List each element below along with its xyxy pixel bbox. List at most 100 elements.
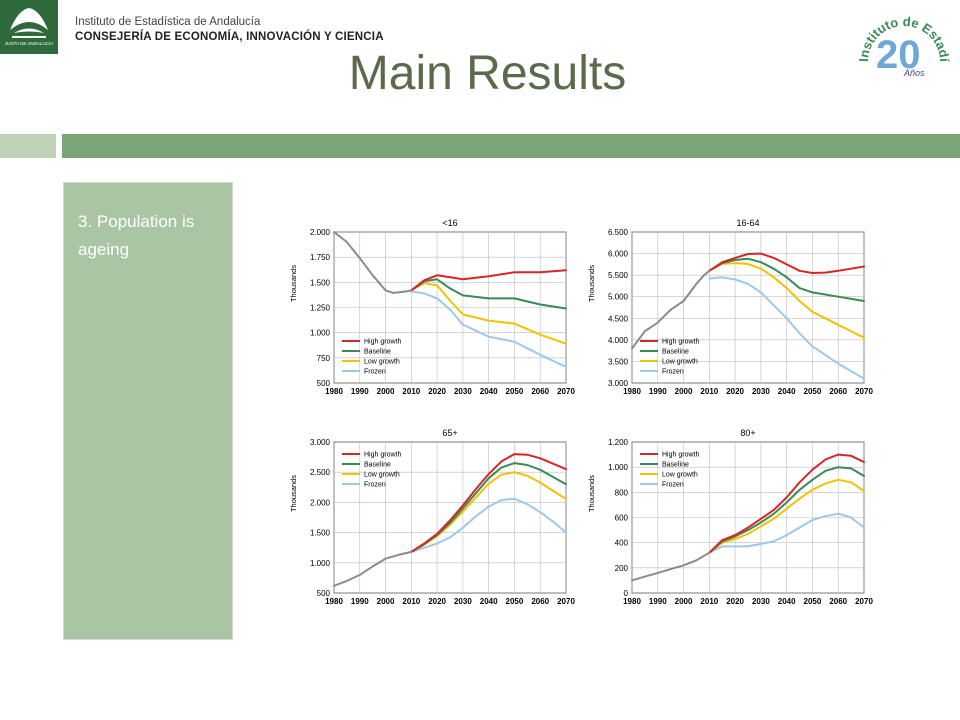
x-tick-label: 2050 <box>804 597 822 606</box>
legend: High growth Baseline Low growth Frozen <box>342 339 401 376</box>
x-tick-label: 2020 <box>726 387 744 396</box>
series-line-baseline <box>708 257 865 302</box>
x-tick-label: 2050 <box>506 387 524 396</box>
series-line-high <box>410 269 567 292</box>
y-axis-label: Thousands <box>289 265 298 302</box>
ieca-20-years-logo: Instituto de Estadística de Andalucía 20… <box>847 0 954 100</box>
chart-panel-3: 500 1.000 1.500 2.000 2.500 3.000 1980 1990 2000… <box>289 428 575 606</box>
y-tick-label: 1.000 <box>310 559 331 568</box>
x-tick-label: 2050 <box>804 387 822 396</box>
y-tick-label: 3.000 <box>310 438 331 447</box>
legend-label: Frozen <box>662 369 684 376</box>
x-tick-label: 2060 <box>829 597 847 606</box>
x-tick-label: 2010 <box>402 387 420 396</box>
x-tick-label: 2040 <box>480 387 498 396</box>
x-tick-label: 1980 <box>623 387 641 396</box>
x-tick-label: 1980 <box>325 597 343 606</box>
x-tick-label: 2040 <box>778 387 796 396</box>
x-tick-label: 2020 <box>726 597 744 606</box>
x-tick-label: 2070 <box>855 387 873 396</box>
y-tick-label: 2.500 <box>310 468 331 477</box>
institute-name: Instituto de Estadística de Andalucía <box>75 16 261 28</box>
x-tick-label: 2050 <box>506 597 524 606</box>
charts-grid: 500 750 1.000 1.250 1.500 1.750 2.000 1980 1990 2… <box>289 218 873 606</box>
seal-sub: Años <box>903 68 925 78</box>
x-tick-label: 2030 <box>752 387 770 396</box>
y-tick-label: 2.000 <box>310 498 331 507</box>
x-tick-label: 2010 <box>700 387 718 396</box>
legend-label: Baseline <box>662 462 689 469</box>
series-line-baseline <box>410 278 567 310</box>
historical-line <box>333 231 413 294</box>
junta-emblem-icon <box>10 8 48 38</box>
x-tick-label: 2020 <box>428 597 446 606</box>
y-tick-label: 6.500 <box>608 228 629 237</box>
series-line-frozen <box>410 497 567 553</box>
x-tick-label: 2000 <box>675 387 693 396</box>
series-line-frozen <box>708 512 865 554</box>
y-tick-label: 1.250 <box>310 304 331 313</box>
chart-title: 16-64 <box>736 218 759 228</box>
x-tick-label: 2010 <box>402 597 420 606</box>
series-line-low <box>410 282 567 345</box>
y-tick-label: 3.500 <box>608 357 629 366</box>
x-tick-label: 2010 <box>700 597 718 606</box>
x-tick-label: 2060 <box>531 387 549 396</box>
legend-label: High growth <box>662 452 699 459</box>
side-panel: 3. Population is ageing <box>63 182 233 640</box>
chart-title: <16 <box>442 218 457 228</box>
legend-label: High growth <box>364 452 401 459</box>
legend: High growth Baseline Low growth Frozen <box>342 452 401 489</box>
x-tick-label: 2030 <box>454 387 472 396</box>
y-tick-label: 1.200 <box>608 438 629 447</box>
x-tick-label: 2070 <box>855 597 873 606</box>
x-tick-label: 2020 <box>428 387 446 396</box>
y-tick-label: 200 <box>615 564 629 573</box>
y-tick-label: 4.000 <box>608 336 629 345</box>
ministry-name: CONSEJERÍA DE ECONOMÍA, INNOVACIÓN Y CIE… <box>75 31 384 43</box>
page-title: Main Results <box>348 47 627 100</box>
y-tick-label: 1.500 <box>310 278 331 287</box>
title-band-left <box>0 134 56 158</box>
chart-title: 80+ <box>740 428 755 438</box>
legend-label: High growth <box>662 339 699 346</box>
x-tick-label: 2000 <box>377 597 395 606</box>
y-axis-label: Thousands <box>289 475 298 512</box>
y-tick-label: 500 <box>317 589 331 598</box>
junta-logo: JUNTA DE ANDALUCIA <box>0 0 58 54</box>
y-tick-label: 4.500 <box>608 314 629 323</box>
x-tick-label: 2030 <box>752 597 770 606</box>
series-line-high <box>708 252 865 274</box>
historical-line <box>631 551 711 582</box>
y-tick-label: 400 <box>615 539 629 548</box>
y-tick-label: 5.000 <box>608 293 629 302</box>
legend-label: Low growth <box>662 472 698 479</box>
x-tick-label: 2000 <box>377 387 395 396</box>
series-line-low <box>708 478 865 554</box>
x-tick-label: 1980 <box>325 387 343 396</box>
plot-area <box>333 441 567 594</box>
x-tick-label: 1990 <box>649 387 667 396</box>
legend: High growth Baseline Low growth Frozen <box>640 339 699 376</box>
y-tick-label: 1.000 <box>608 463 629 472</box>
y-tick-label: 0 <box>624 589 629 598</box>
y-tick-label: 1.000 <box>310 329 331 338</box>
title-band-right <box>62 134 960 158</box>
side-panel-text: 3. Population is ageing <box>78 212 195 259</box>
ieca-seal-icon: Instituto de Estadística de Andalucía 20… <box>847 0 952 78</box>
series-line-baseline <box>708 466 865 554</box>
x-tick-label: 2040 <box>778 597 796 606</box>
x-tick-label: 1980 <box>623 597 641 606</box>
legend-label: Baseline <box>364 462 391 469</box>
y-tick-label: 1.500 <box>310 529 331 538</box>
legend-label: High growth <box>364 339 401 346</box>
x-tick-label: 2040 <box>480 597 498 606</box>
y-tick-label: 2.000 <box>310 228 331 237</box>
chart-title: 65+ <box>442 428 457 438</box>
series-line-high <box>708 453 865 554</box>
chart-panel-1: 500 750 1.000 1.250 1.500 1.750 2.000 1980 1990 2… <box>289 218 575 396</box>
historical-line <box>333 550 413 587</box>
y-tick-label: 500 <box>317 379 331 388</box>
y-tick-label: 5.500 <box>608 271 629 280</box>
y-tick-label: 1.750 <box>310 253 331 262</box>
